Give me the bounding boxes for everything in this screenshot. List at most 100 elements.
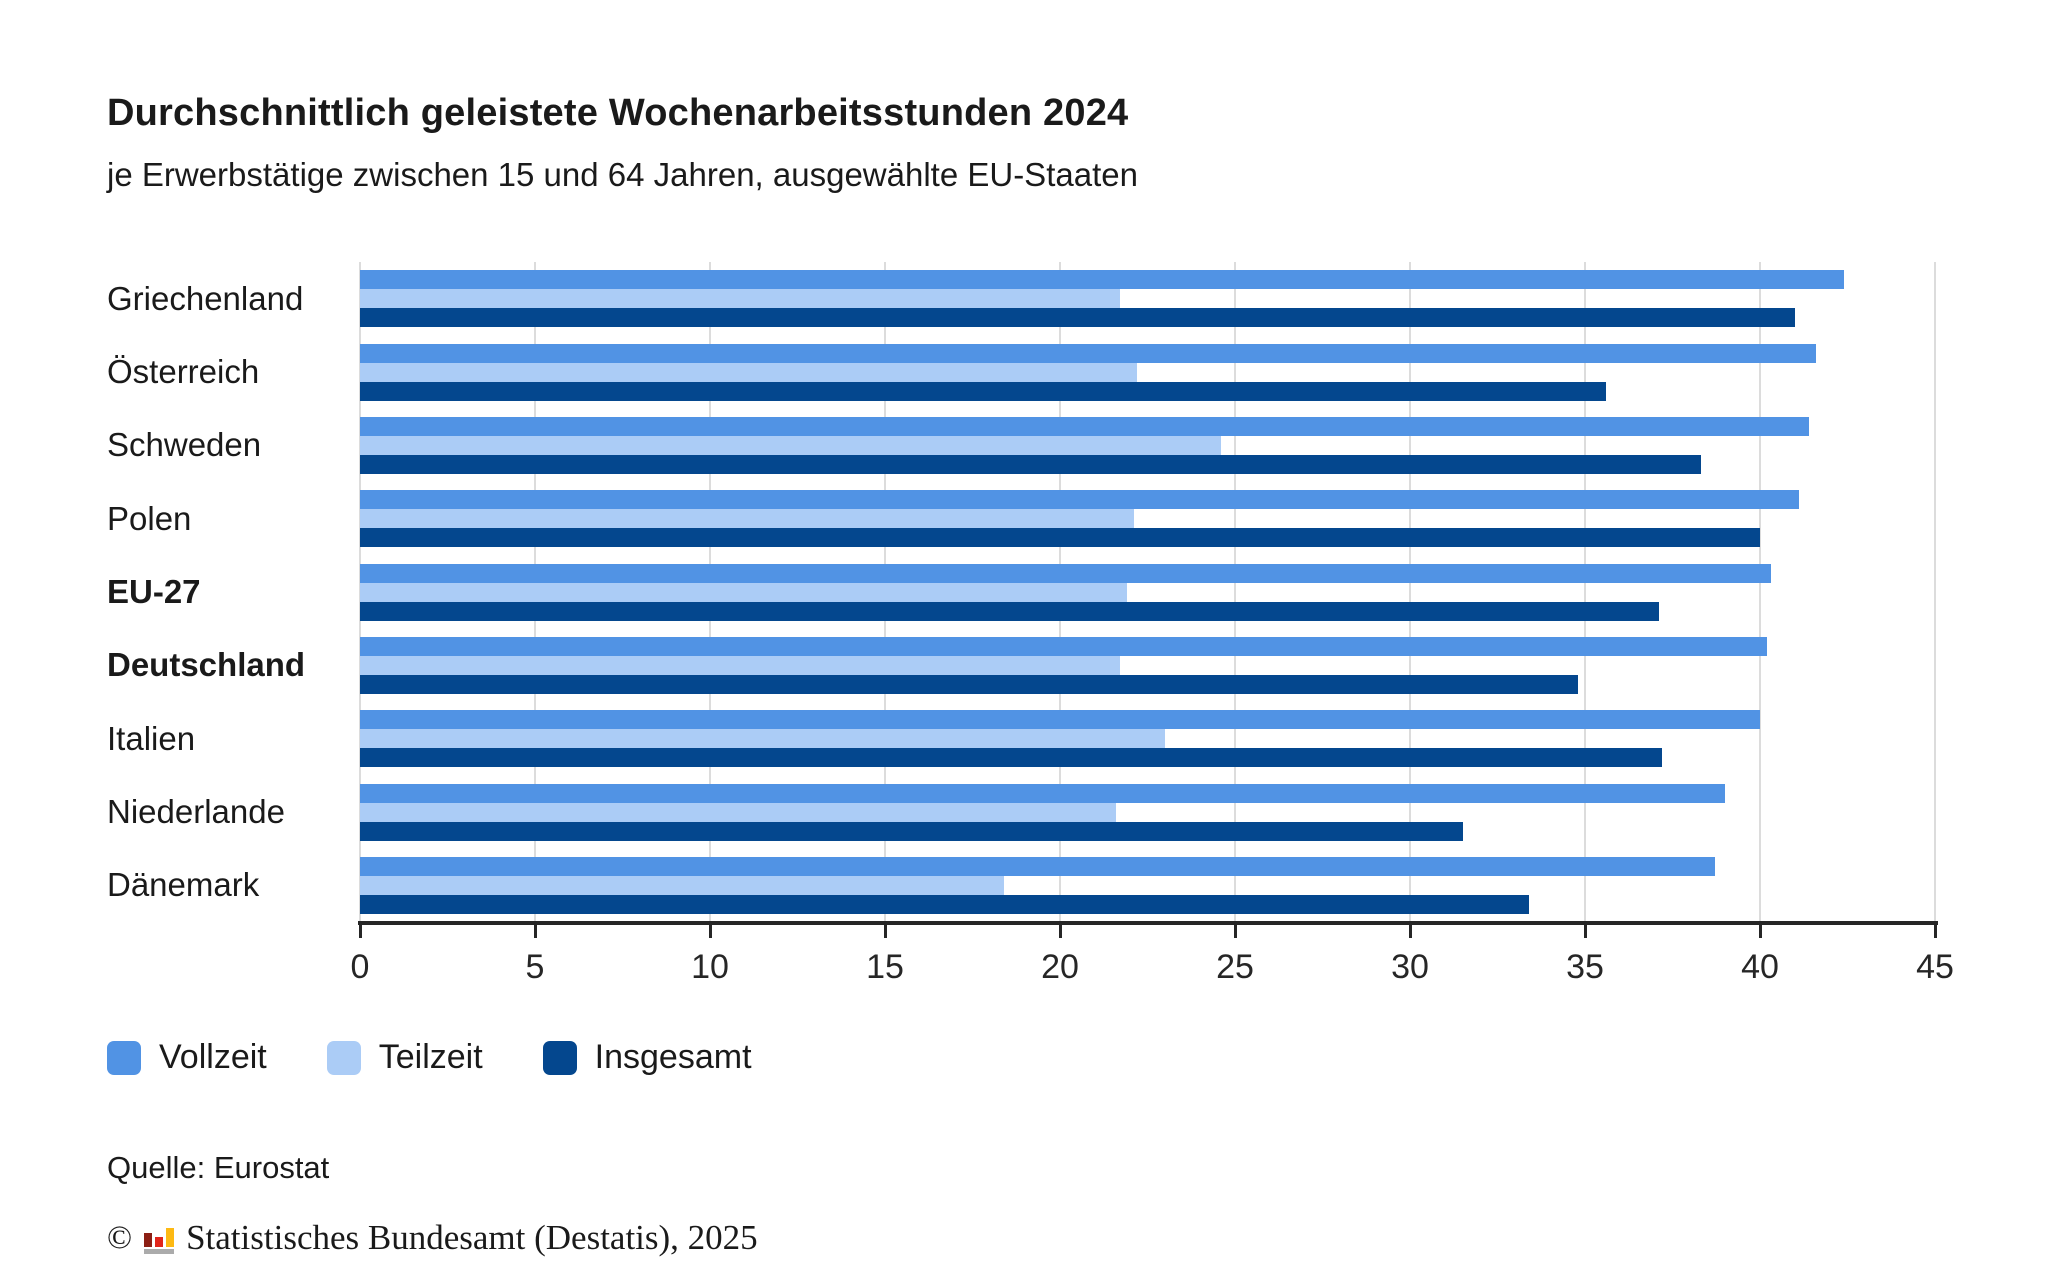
bar-teilzeit-eu-27 (360, 582, 1127, 602)
bar-row (360, 289, 1935, 309)
bar-row (360, 454, 1935, 474)
bar-row (360, 490, 1935, 510)
bar-row (360, 802, 1935, 822)
bar-row (360, 270, 1935, 290)
copyright-symbol: © (107, 1219, 133, 1256)
bar-row (360, 821, 1935, 841)
bar-row (360, 381, 1935, 401)
bar-vollzeit-italien (360, 710, 1760, 730)
logo-base (144, 1248, 175, 1254)
x-tick-label-0: 0 (350, 948, 370, 986)
x-tick-label-25: 25 (1216, 948, 1254, 986)
x-tick-label-35: 35 (1566, 948, 1604, 986)
category-label-italien: Italien (107, 719, 196, 757)
bar-vollzeit-deutschland (360, 636, 1767, 656)
bar-row (360, 894, 1935, 914)
category-axis: Griechenland Österreich Schweden Polen EU-27… (107, 262, 357, 922)
bar-teilzeit-schweden (360, 435, 1221, 455)
category-label-eu-27: EU-27 (107, 572, 201, 610)
bar-row (360, 509, 1935, 529)
x-tick-20 (1059, 925, 1062, 938)
logo-bar-darkred (144, 1232, 153, 1247)
plot-area (359, 262, 1936, 922)
x-tick-45 (1934, 925, 1937, 938)
bar-vollzeit-eu-27 (360, 563, 1771, 583)
legend-label: Teilzeit (378, 1038, 483, 1076)
bar-row (360, 435, 1935, 455)
legend-item-insgesamt: Insgesamt (542, 1038, 752, 1077)
bar-teilzeit--sterreich (360, 362, 1137, 382)
bar-row (360, 856, 1935, 876)
bar-vollzeit-niederlande (360, 783, 1725, 803)
category-label-deutschland: Deutschland (107, 646, 306, 684)
category-label-schweden: Schweden (107, 426, 262, 464)
bar-insgesamt-schweden (360, 454, 1701, 474)
bar-row (360, 748, 1935, 768)
bar-teilzeit-niederlande (360, 802, 1116, 822)
gridline-35 (1584, 262, 1586, 922)
bar-row (360, 783, 1935, 803)
category-label-polen: Polen (107, 499, 192, 537)
x-tick-10 (709, 925, 712, 938)
bar-row (360, 655, 1935, 675)
bar-row (360, 729, 1935, 749)
bar-teilzeit-griechenland (360, 289, 1120, 309)
chart-title: Durchschnittlich geleistete Wochenarbeit… (107, 92, 1129, 134)
x-tick-label-40: 40 (1741, 948, 1779, 986)
bar-row (360, 710, 1935, 730)
bar-insgesamt-niederlande (360, 821, 1463, 841)
bar-insgesamt-polen (360, 528, 1760, 548)
bar-row (360, 582, 1935, 602)
x-tick-0 (359, 925, 362, 938)
x-tick-label-20: 20 (1041, 948, 1079, 986)
legend: Vollzeit Teilzeit Insgesamt (107, 1038, 752, 1077)
x-tick-label-30: 30 (1391, 948, 1429, 986)
bar-row (360, 674, 1935, 694)
x-tick-5 (534, 925, 537, 938)
x-axis-line (358, 921, 1938, 925)
gridline-45 (1934, 262, 1936, 922)
logo-bar-red (155, 1236, 164, 1247)
category-label-griechenland: Griechenland (107, 279, 304, 317)
legend-swatch-teilzeit (326, 1040, 361, 1075)
bar-insgesamt-d-nemark (360, 894, 1529, 914)
gridline-40 (1759, 262, 1761, 922)
gridline-25 (1234, 262, 1236, 922)
bar-row (360, 636, 1935, 656)
x-tick-label-10: 10 (691, 948, 729, 986)
x-tick-label-45: 45 (1916, 948, 1954, 986)
legend-item-vollzeit: Vollzeit (107, 1038, 267, 1077)
bar-teilzeit-deutschland (360, 655, 1120, 675)
bar-row (360, 308, 1935, 328)
legend-swatch-vollzeit (107, 1040, 141, 1075)
category-label-d-nemark: Dänemark (107, 866, 260, 904)
bar-row (360, 601, 1935, 621)
x-tick-label-5: 5 (525, 948, 545, 986)
x-tick-label-15: 15 (866, 948, 904, 986)
legend-swatch-insgesamt (542, 1040, 577, 1075)
bar-row (360, 875, 1935, 895)
x-tick-30 (1409, 925, 1412, 938)
bar-vollzeit-polen (360, 490, 1799, 510)
bar-vollzeit-griechenland (360, 270, 1844, 290)
bar-row (360, 563, 1935, 583)
bar-vollzeit-schweden (360, 416, 1809, 436)
bar-teilzeit-d-nemark (360, 875, 1004, 895)
legend-label: Vollzeit (159, 1038, 267, 1076)
bar-vollzeit--sterreich (360, 343, 1816, 363)
destatis-logo-icon (144, 1223, 175, 1254)
x-tick-25 (1234, 925, 1237, 938)
category-label-niederlande: Niederlande (107, 792, 285, 830)
copyright-line: © Statistisches Bundesamt (Destatis), 20… (107, 1218, 758, 1258)
bar-teilzeit-polen (360, 509, 1134, 529)
x-tick-35 (1584, 925, 1587, 938)
category-label--sterreich: Österreich (107, 352, 260, 390)
bar-insgesamt-deutschland (360, 674, 1578, 694)
copyright-text: Statistisches Bundesamt (Destatis), 2025 (186, 1218, 758, 1257)
logo-bar-yellow (166, 1227, 175, 1247)
bar-row (360, 362, 1935, 382)
x-tick-40 (1759, 925, 1762, 938)
bar-row (360, 528, 1935, 548)
source-note: Quelle: Eurostat (107, 1150, 330, 1185)
